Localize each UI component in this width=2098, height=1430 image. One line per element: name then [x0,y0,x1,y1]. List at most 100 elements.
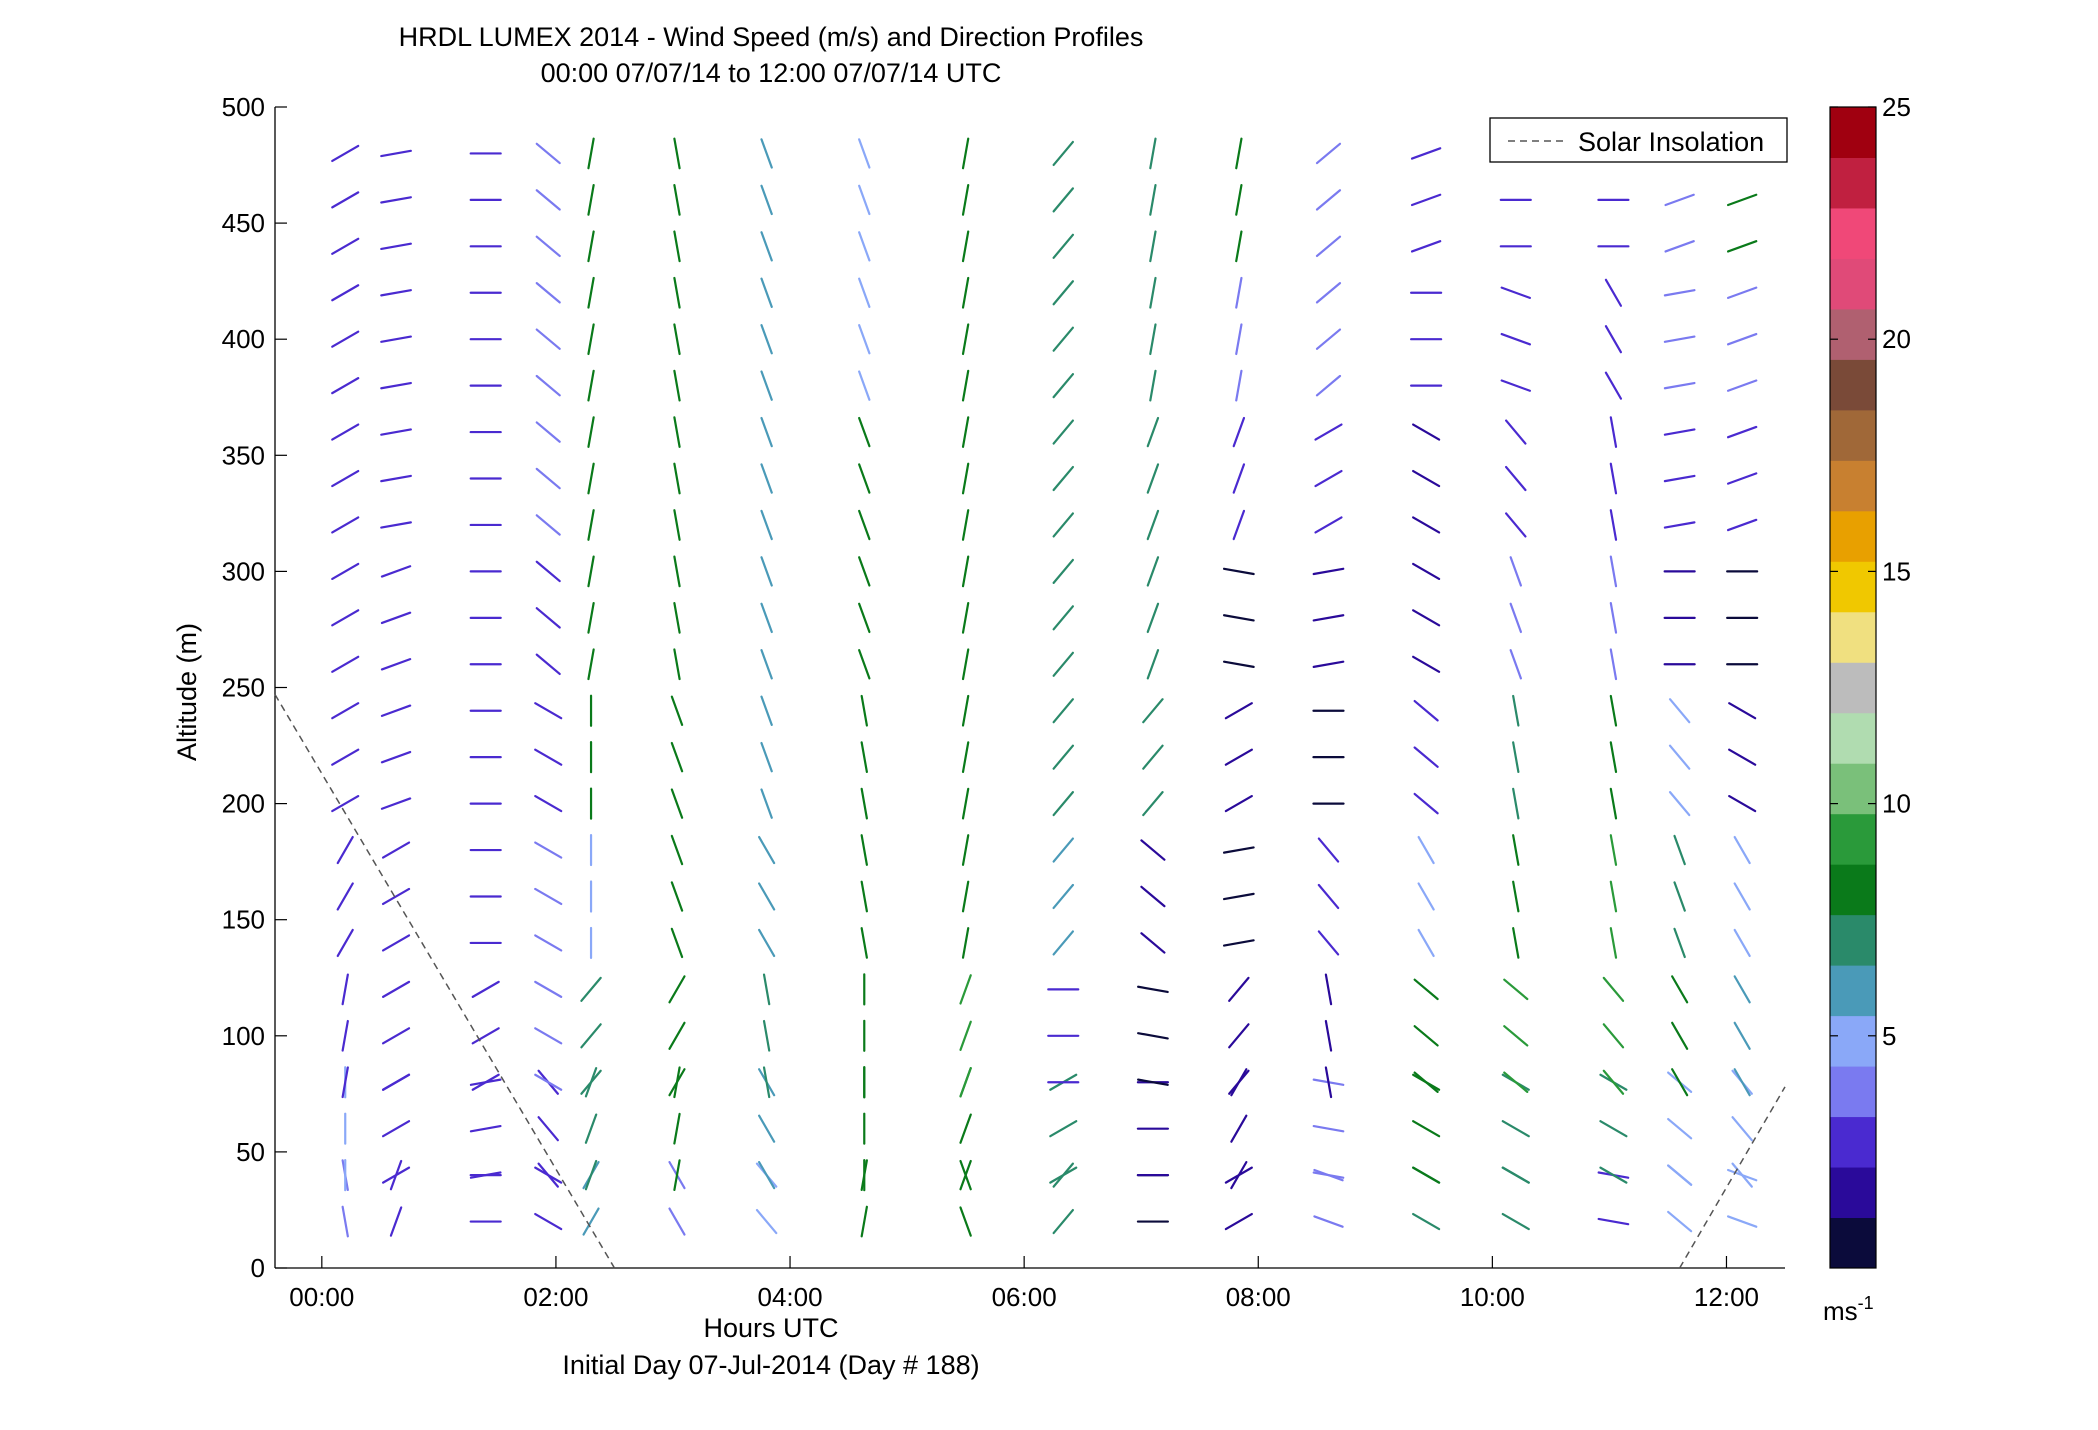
wind-vector [858,138,871,169]
colorbar-segment [1830,864,1876,916]
wind-vector [961,648,970,681]
wind-vector [668,1021,686,1050]
wind-vector [1597,1217,1630,1226]
x-axis-label: Hours UTC [703,1313,838,1343]
wind-vector [1317,883,1340,910]
wind-vector [760,556,773,587]
wind-vector [1663,335,1696,343]
colorbar-unit-base: ms [1823,1296,1858,1326]
wind-vector [331,516,360,534]
wind-vector [1668,698,1691,724]
wind-vector [381,887,411,906]
wind-vector [673,1112,681,1145]
wind-vector [1609,880,1618,913]
wind-vector [860,927,868,959]
colorbar-segment [1830,611,1876,663]
wind-vector [1663,381,1696,390]
wind-vector [534,1027,563,1045]
wind-vector [961,416,970,448]
wind-vector [760,370,773,401]
wind-vector [1052,419,1075,445]
wind-vector [587,462,595,495]
wind-vector [1726,379,1758,392]
y-tick-label: 350 [222,440,265,470]
wind-vector [1609,787,1618,820]
wind-vector [858,324,871,355]
wind-vector [587,555,595,588]
wind-vector [670,927,684,959]
wind-vector [1314,423,1343,441]
wind-vector [1140,885,1166,908]
wind-vector [381,1027,411,1045]
wind-vector [1412,655,1441,673]
wind-vector [1417,928,1435,958]
wind-vector [762,1066,771,1099]
wind-vector [1668,744,1691,770]
wind-vector [760,277,773,308]
wind-vector [1312,1124,1345,1133]
colorbar-segment [1830,1217,1876,1269]
wind-vector [1673,834,1686,866]
wind-vector [380,335,412,343]
wind-vector [1505,465,1527,492]
wind-vector [331,748,360,766]
wind-vector [587,369,595,402]
wind-vector [1222,614,1255,622]
wind-vector [381,980,411,998]
wind-vector [860,741,868,774]
wind-vector [471,1073,500,1091]
wind-vector [760,463,773,494]
wind-vector [1052,1208,1075,1235]
wind-vector [1224,1212,1253,1231]
x-axis: 00:00 02:00 04:00 06:00 08:00 10:00 12:00 [289,1256,1759,1312]
wind-vector [1317,930,1340,956]
wind-vector [1413,746,1439,768]
wind-vector [1609,416,1618,448]
colorbar-segment [1830,1015,1876,1067]
chart-subtitle: 00:00 07/07/14 to 12:00 07/07/14 UTC [541,58,1002,88]
wind-vector [1733,928,1751,958]
y-tick-label: 50 [236,1137,265,1167]
wind-vector [1142,791,1164,817]
wind-vector [762,1019,771,1052]
wind-vector [331,794,360,813]
wind-vector [1149,369,1157,402]
x-tick-label: 04:00 [757,1282,822,1312]
wind-vector [961,741,970,774]
wind-vector [331,469,360,488]
wind-vector [1671,975,1689,1004]
wind-vector [1673,881,1686,912]
wind-vector [961,555,970,588]
wind-vector [1149,323,1157,356]
colorbar-segment [1830,813,1876,865]
wind-vector [535,467,561,490]
y-tick-label: 300 [222,556,265,586]
wind-vector [336,835,354,865]
wind-vector [1412,1212,1441,1231]
wind-vector [1146,416,1160,448]
wind-vector [673,230,681,263]
wind-vector [584,1159,598,1191]
wind-vector [1412,609,1441,627]
wind-vector [1052,512,1075,538]
wind-vector [1412,423,1441,441]
wind-vector [380,289,412,297]
wind-vector [1726,193,1758,207]
wind-vector [961,323,970,356]
wind-vector [1509,556,1523,587]
wind-vector [1137,1078,1169,1086]
wind-vector [1413,978,1439,1001]
wind-vector [1222,892,1255,901]
wind-vector [587,509,595,541]
wind-vector [1324,973,1333,1006]
wind-vector [673,323,681,356]
wind-vector [1228,1023,1250,1049]
wind-vector [1312,660,1345,668]
wind-vector [380,565,412,578]
wind-vector [1137,985,1169,994]
wind-vector [535,514,561,536]
wind-vector [380,521,412,529]
wind-vector [1728,702,1757,720]
wind-vector [1224,702,1253,720]
wind-vector [760,695,773,726]
